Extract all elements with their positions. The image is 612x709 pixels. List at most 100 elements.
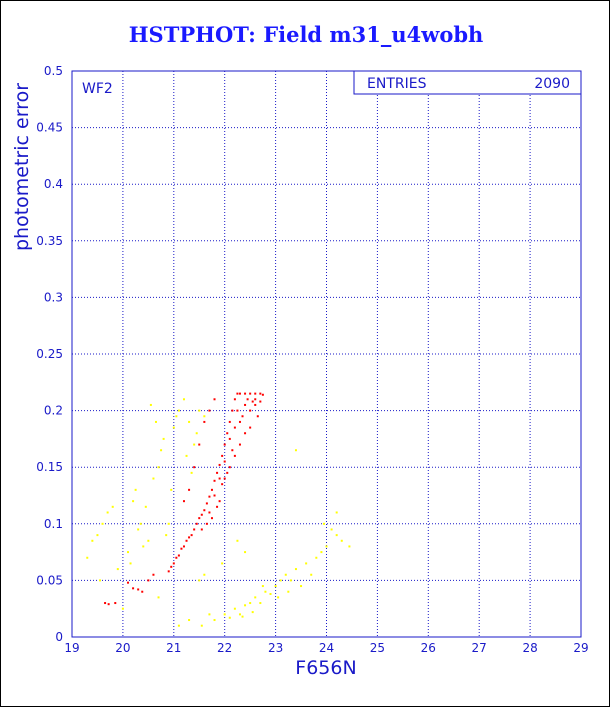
data-point-main: [137, 588, 140, 591]
data-point-main: [251, 400, 254, 403]
x-axis-label: F656N: [295, 657, 356, 679]
y-tick-label: 0.35: [36, 234, 63, 248]
data-point-outlier: [335, 511, 338, 514]
data-point-main: [244, 392, 247, 395]
data-point-outlier: [203, 415, 206, 418]
y-tick-label: 0.3: [44, 290, 63, 304]
y-tick-label: 0: [55, 630, 63, 644]
data-point-outlier: [193, 443, 196, 446]
data-point-main: [182, 545, 185, 548]
data-point-outlier: [172, 426, 175, 429]
data-point-outlier: [213, 619, 216, 622]
data-point-outlier: [160, 449, 163, 452]
x-tick-label: 29: [573, 641, 588, 655]
data-point-main: [210, 517, 213, 520]
data-point-main: [249, 392, 252, 395]
data-point-outlier: [142, 545, 145, 548]
data-point-outlier: [129, 562, 132, 565]
data-point-outlier: [175, 415, 178, 418]
data-point-main: [244, 403, 247, 406]
data-point-main: [203, 509, 206, 512]
data-point-main: [228, 420, 231, 423]
data-point-outlier: [322, 522, 325, 525]
data-point-outlier: [111, 505, 114, 508]
data-point-main: [190, 534, 193, 537]
data-point-outlier: [335, 534, 338, 537]
data-point-main: [236, 409, 239, 412]
data-point-main: [132, 587, 135, 590]
data-point-main: [198, 443, 201, 446]
x-tick-label: 19: [64, 641, 79, 655]
data-point-outlier: [348, 545, 351, 548]
stats-entries-value: 2090: [534, 76, 570, 92]
data-point-main: [107, 603, 110, 606]
data-point-main: [254, 398, 257, 401]
data-point-main: [228, 437, 231, 440]
data-point-main: [259, 392, 262, 395]
data-point-main: [238, 443, 241, 446]
data-point-main: [254, 392, 257, 395]
data-point-outlier: [126, 551, 129, 554]
y-tick-label: 0.15: [36, 460, 63, 474]
data-point-outlier: [254, 596, 257, 599]
y-tick-label: 0.5: [44, 64, 63, 78]
data-point-outlier: [157, 596, 160, 599]
data-point-main: [231, 409, 234, 412]
data-point-outlier: [101, 522, 104, 525]
x-tick-label: 23: [268, 641, 283, 655]
data-point-main: [221, 483, 224, 486]
data-point-main: [256, 415, 259, 418]
data-point-outlier: [170, 488, 173, 491]
x-tick-label: 24: [319, 641, 334, 655]
data-point-main: [259, 400, 262, 403]
data-point-main: [249, 426, 252, 429]
data-point-outlier: [259, 602, 262, 605]
data-point-outlier: [157, 466, 160, 469]
y-tick-label: 0.1: [44, 517, 63, 531]
data-point-outlier: [195, 432, 198, 435]
data-point-main: [208, 511, 211, 514]
x-axis-ticks: 19 20 21 22 23 24 25 26 27 28 29: [64, 641, 588, 655]
data-point-outlier: [137, 528, 140, 531]
data-point-outlier: [244, 551, 247, 554]
data-point-outlier: [167, 522, 170, 525]
data-point-outlier: [310, 573, 313, 576]
data-point-outlier: [340, 539, 343, 542]
data-point-outlier: [188, 420, 191, 423]
data-point-main: [200, 513, 203, 516]
data-point-outlier: [264, 590, 267, 593]
data-point-main: [228, 466, 231, 469]
data-point-outlier: [228, 616, 231, 619]
data-point-outlier: [325, 545, 328, 548]
data-point-outlier: [287, 590, 290, 593]
data-point-main: [213, 479, 216, 482]
y-tick-label: 0.25: [36, 347, 63, 361]
data-point-outlier: [190, 471, 193, 474]
data-point-outlier: [236, 539, 239, 542]
data-point-outlier: [185, 454, 188, 457]
data-point-outlier: [277, 596, 280, 599]
data-point-main: [182, 500, 185, 503]
data-point-main: [205, 522, 208, 525]
data-point-outlier: [134, 488, 137, 491]
data-point-outlier: [96, 534, 99, 537]
data-point-outlier: [188, 619, 191, 622]
series-main-points: [104, 392, 264, 606]
data-point-main: [238, 392, 241, 395]
data-point-outlier: [203, 573, 206, 576]
data-point-outlier: [98, 579, 101, 582]
data-point-outlier: [200, 624, 203, 627]
data-point-outlier: [154, 420, 157, 423]
data-point-main: [226, 432, 229, 435]
data-point-outlier: [91, 539, 94, 542]
chart-title: HSTPHOT: Field m31_u4wobh: [128, 22, 484, 47]
data-point-main: [231, 449, 234, 452]
data-point-outlier: [223, 613, 226, 616]
data-point-main: [193, 466, 196, 469]
x-tick-label: 25: [370, 641, 385, 655]
data-point-main: [246, 398, 249, 401]
data-point-outlier: [149, 403, 152, 406]
data-point-main: [218, 477, 221, 480]
data-point-outlier: [165, 534, 168, 537]
